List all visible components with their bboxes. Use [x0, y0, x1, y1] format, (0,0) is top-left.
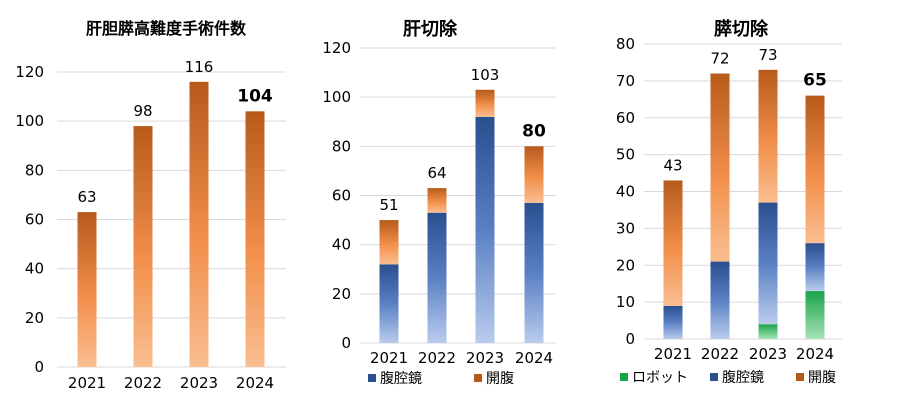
- data-label: 72: [710, 50, 729, 68]
- y-tick-label: 50: [616, 146, 635, 164]
- bar-segment: [805, 95, 825, 244]
- bar-segment: [524, 202, 544, 343]
- legend-swatch: [710, 373, 718, 381]
- bar-segment: [805, 243, 825, 292]
- x-tick-label: 2023: [749, 345, 787, 363]
- y-tick-label: 100: [15, 112, 44, 130]
- legend-label: 開腹: [486, 370, 514, 387]
- bar-segment: [379, 220, 399, 265]
- legend-swatch: [368, 374, 376, 382]
- x-tick-label: 2021: [654, 345, 692, 363]
- bar-segment: [133, 126, 153, 367]
- legend-label: 腹腔鏡: [722, 369, 764, 386]
- data-label: 65: [803, 71, 827, 91]
- data-label: 80: [522, 121, 546, 141]
- x-tick-label: 2023: [180, 374, 218, 392]
- data-label: 104: [237, 86, 273, 106]
- x-tick-label: 2024: [515, 349, 553, 367]
- legend-swatch: [474, 374, 482, 382]
- y-tick-label: 70: [616, 72, 635, 90]
- data-label: 73: [758, 46, 777, 64]
- data-label: 63: [77, 188, 96, 206]
- y-tick-label: 80: [25, 161, 44, 179]
- legend-label: ロボット: [632, 370, 688, 386]
- bar-segment: [758, 202, 778, 325]
- y-tick-label: 120: [322, 39, 351, 57]
- bar-segment: [245, 111, 265, 367]
- y-tick-label: 40: [332, 236, 351, 254]
- y-tick-label: 120: [15, 63, 44, 81]
- bar-segment: [427, 212, 447, 343]
- x-tick-label: 2023: [466, 349, 504, 367]
- x-tick-label: 2021: [370, 349, 408, 367]
- x-tick-label: 2022: [418, 349, 456, 367]
- y-tick-label: 0: [34, 358, 44, 376]
- data-label: 43: [663, 156, 682, 174]
- legend-label: 開腹: [808, 369, 836, 386]
- y-tick-label: 20: [616, 256, 635, 274]
- y-tick-label: 60: [616, 109, 635, 127]
- x-tick-label: 2021: [68, 374, 106, 392]
- legend-label: 腹腔鏡: [380, 370, 422, 387]
- y-tick-label: 60: [25, 211, 44, 229]
- x-tick-label: 2022: [124, 374, 162, 392]
- y-tick-label: 100: [322, 88, 351, 106]
- y-tick-label: 0: [341, 334, 351, 352]
- bar-segment: [379, 264, 399, 343]
- chart-title: 肝胆膵高難度手術件数: [86, 19, 247, 38]
- y-tick-label: 80: [332, 137, 351, 155]
- data-label: 116: [185, 58, 214, 76]
- bar-segment: [805, 291, 825, 339]
- bar-segment: [475, 89, 495, 117]
- y-tick-label: 40: [25, 260, 44, 278]
- y-tick-label: 10: [616, 293, 635, 311]
- bar-segment: [77, 212, 97, 367]
- data-label: 98: [133, 102, 152, 120]
- bar-segment: [710, 261, 730, 339]
- bar-segment: [758, 69, 778, 203]
- y-tick-label: 20: [332, 285, 351, 303]
- bar-segment: [710, 73, 730, 262]
- y-tick-label: 40: [616, 183, 635, 201]
- bar-segment: [475, 116, 495, 343]
- y-tick-label: 20: [25, 309, 44, 327]
- bar-segment: [189, 81, 209, 367]
- y-tick-label: 0: [625, 330, 635, 348]
- chart-title: 膵切除: [713, 18, 769, 40]
- bar-segment: [524, 146, 544, 203]
- bar-segment: [758, 324, 778, 339]
- x-tick-label: 2024: [796, 345, 834, 363]
- y-tick-label: 60: [332, 187, 351, 205]
- legend-swatch: [620, 373, 628, 381]
- chart-title: 肝切除: [403, 18, 458, 40]
- y-tick-label: 80: [616, 35, 635, 53]
- x-tick-label: 2024: [236, 374, 274, 392]
- bar-segment: [663, 180, 683, 306]
- bar-segment: [663, 305, 683, 339]
- y-tick-label: 30: [616, 219, 635, 237]
- data-label: 51: [379, 196, 398, 214]
- legend-swatch: [796, 373, 804, 381]
- x-tick-label: 2022: [701, 345, 739, 363]
- data-label: 64: [427, 164, 446, 182]
- data-label: 103: [471, 66, 500, 84]
- bar-segment: [427, 188, 447, 213]
